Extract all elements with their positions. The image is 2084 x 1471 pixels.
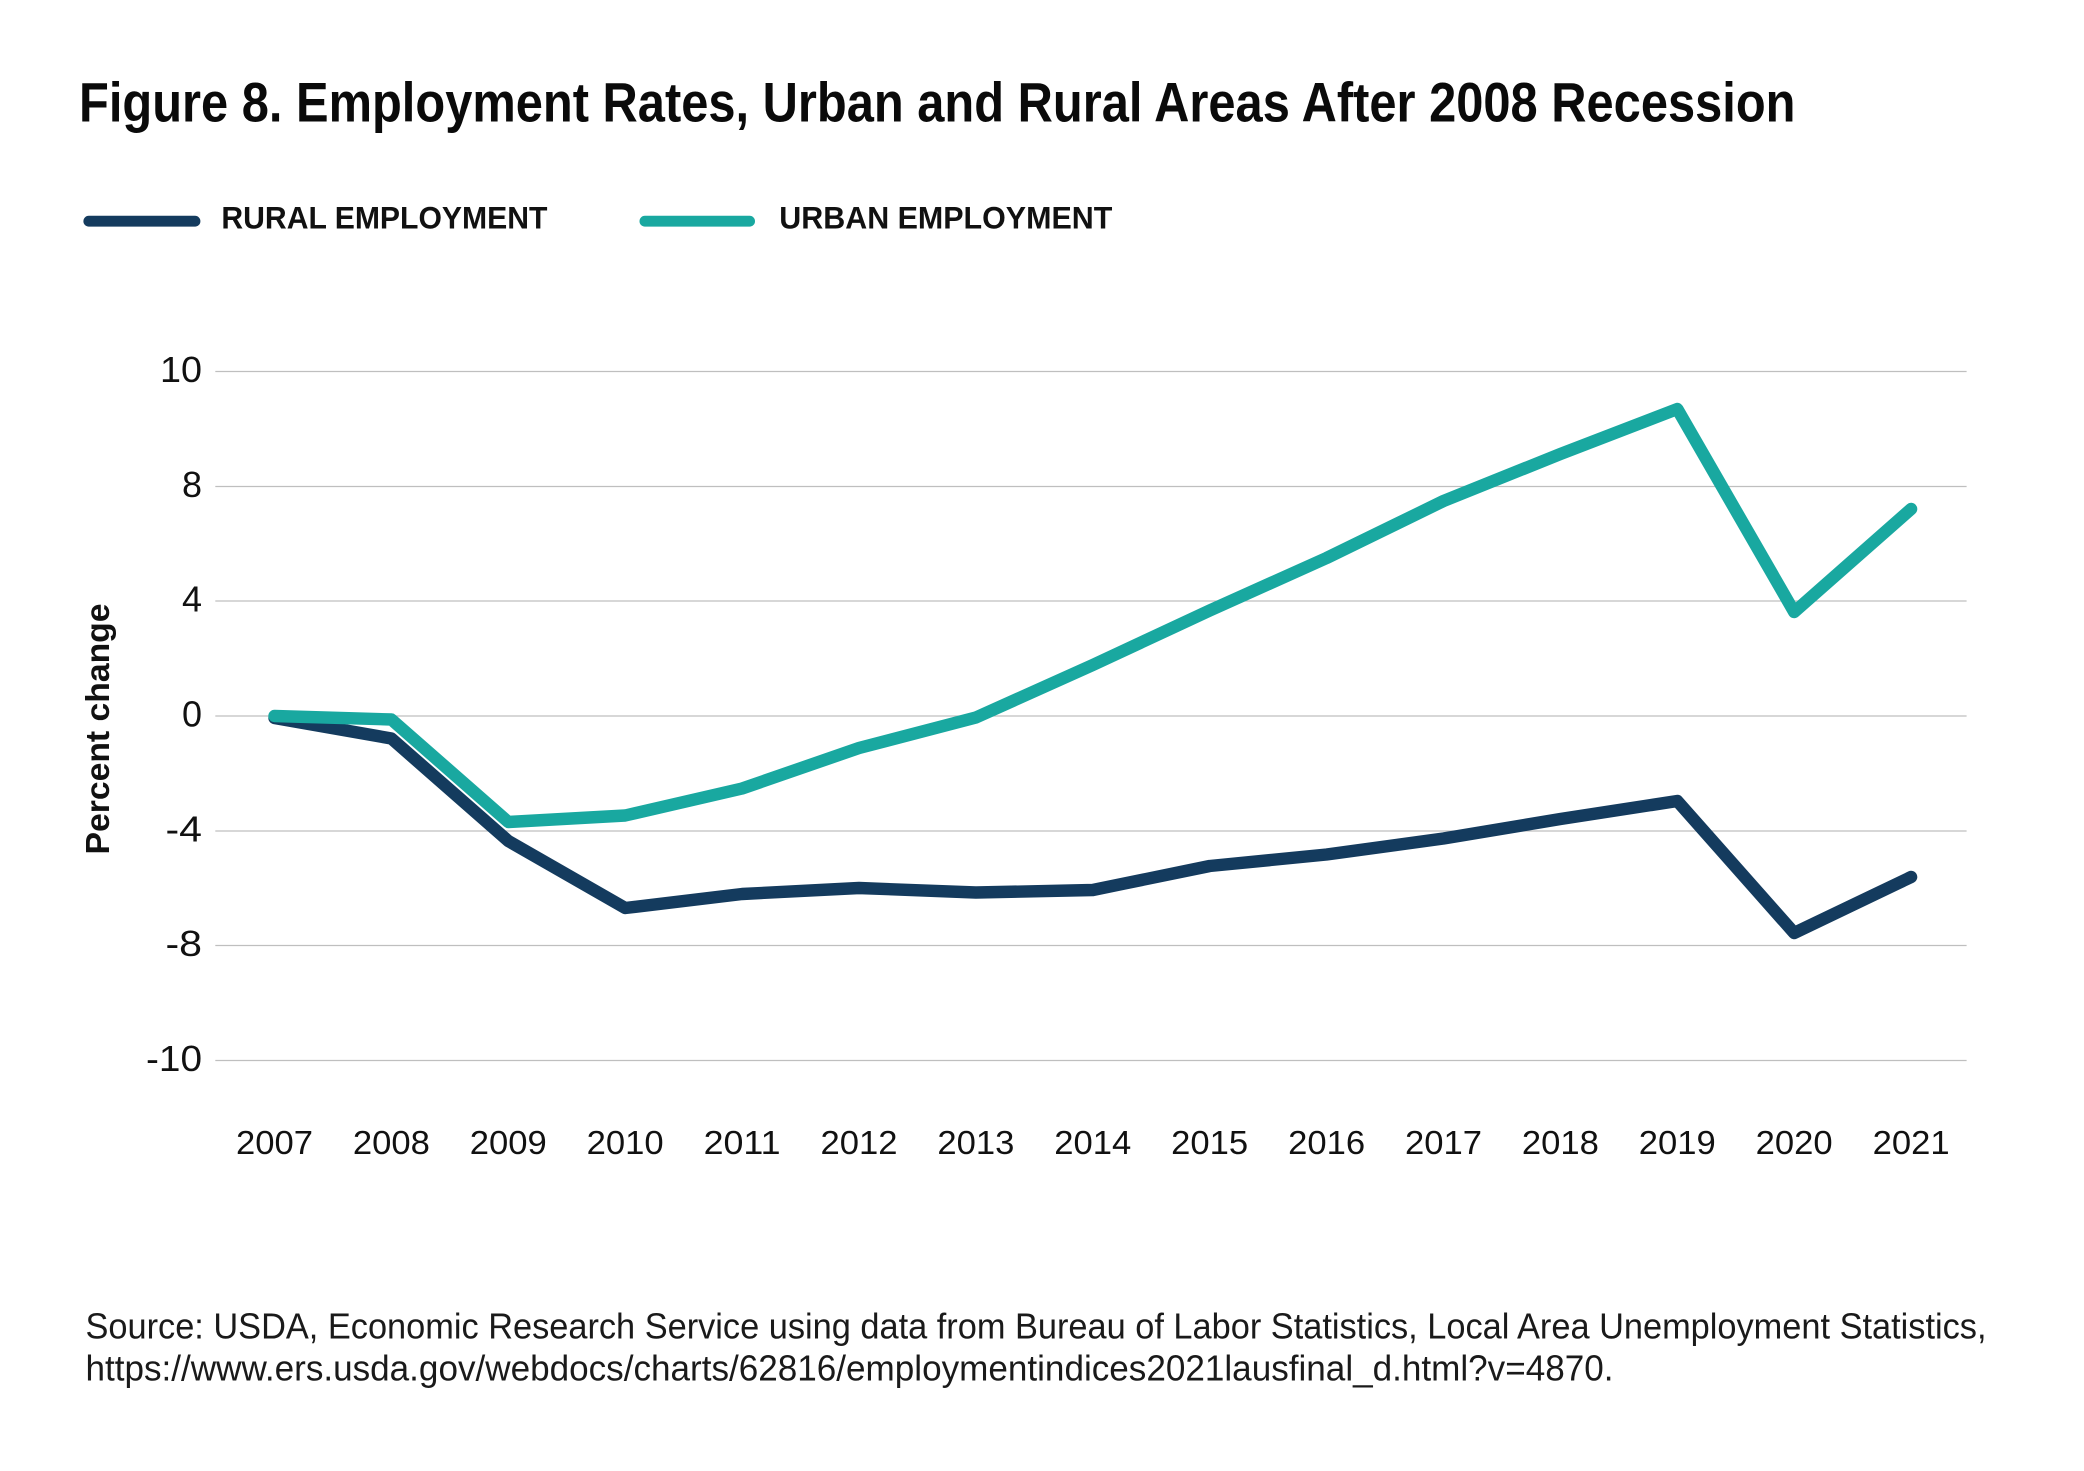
svg-text:2014: 2014 xyxy=(1054,1124,1131,1161)
svg-text:10: 10 xyxy=(160,349,202,390)
svg-text:2012: 2012 xyxy=(821,1124,898,1161)
svg-text:2020: 2020 xyxy=(1756,1124,1833,1161)
svg-text:2010: 2010 xyxy=(587,1124,664,1161)
svg-text:-10: -10 xyxy=(146,1038,202,1079)
svg-text:Source: USDA, Economic Researc: Source: USDA, Economic Research Service … xyxy=(86,1305,1987,1346)
svg-text:2008: 2008 xyxy=(353,1124,430,1161)
svg-text:2018: 2018 xyxy=(1522,1124,1599,1161)
svg-text:2007: 2007 xyxy=(236,1124,313,1161)
svg-text:Percent change: Percent change xyxy=(80,604,117,855)
svg-text:8: 8 xyxy=(182,464,202,505)
svg-text:RURAL EMPLOYMENT: RURAL EMPLOYMENT xyxy=(221,200,547,236)
svg-text:2021: 2021 xyxy=(1873,1124,1950,1161)
svg-text:2011: 2011 xyxy=(704,1124,781,1161)
svg-text:2019: 2019 xyxy=(1639,1124,1716,1161)
svg-text:-8: -8 xyxy=(166,923,203,964)
svg-text:2013: 2013 xyxy=(937,1124,1014,1161)
svg-text:4: 4 xyxy=(182,579,202,620)
svg-text:2016: 2016 xyxy=(1288,1124,1365,1161)
svg-text:https://www.ers.usda.gov/webdo: https://www.ers.usda.gov/webdocs/charts/… xyxy=(86,1348,1614,1389)
svg-text:0: 0 xyxy=(182,694,202,735)
svg-text:-4: -4 xyxy=(166,809,203,850)
svg-text:URBAN EMPLOYMENT: URBAN EMPLOYMENT xyxy=(779,200,1112,236)
svg-text:Figure 8. Employment Rates, Ur: Figure 8. Employment Rates, Urban and Ru… xyxy=(79,71,1796,133)
svg-text:2017: 2017 xyxy=(1405,1124,1482,1161)
svg-text:2009: 2009 xyxy=(470,1124,547,1161)
svg-text:2015: 2015 xyxy=(1171,1124,1248,1161)
